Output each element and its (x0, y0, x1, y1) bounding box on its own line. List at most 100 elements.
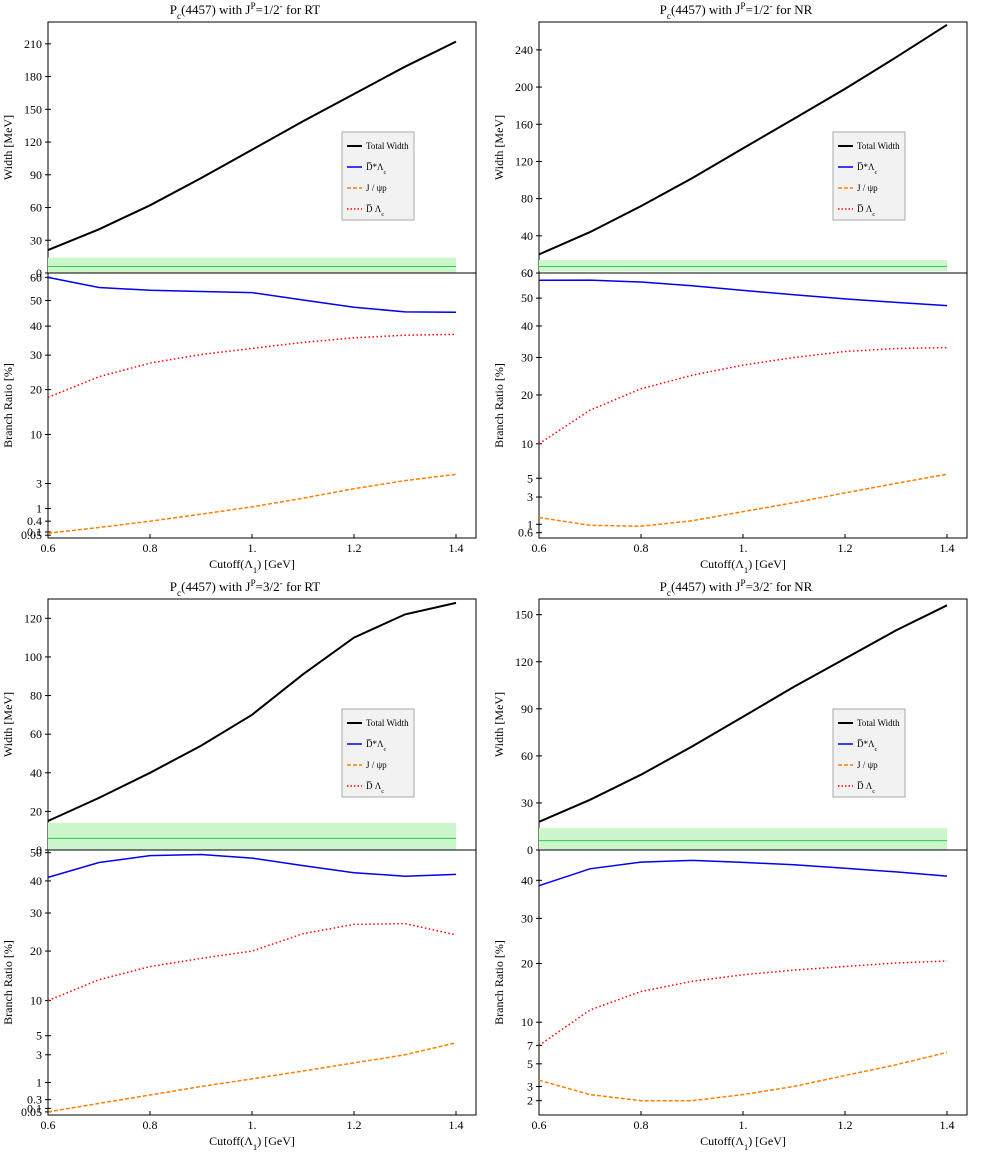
top-ytick-label: 60 (521, 749, 533, 763)
top-ytick-label: 80 (521, 192, 533, 206)
bottom-ytick-label: 5 (527, 1057, 533, 1071)
bottom-ytick-label: 40 (30, 874, 42, 888)
bottom-ytick-label: 60 (521, 266, 533, 280)
bottom-ytick-label: 40 (30, 319, 42, 333)
top-ytick-label: 160 (515, 117, 533, 131)
xtick-label: 1.4 (449, 541, 464, 555)
top-ytick-label: 150 (24, 102, 42, 116)
legend-label: D̅ Λc (857, 781, 875, 795)
xtick-label: 1.2 (838, 1118, 853, 1132)
xtick-label: 1.4 (940, 541, 955, 555)
bottom-ytick-label: 30 (30, 348, 42, 362)
top-ytick-label: 80 (30, 689, 42, 703)
top-ytick-label: 120 (24, 135, 42, 149)
bottom-plot-frame (47, 272, 477, 539)
xtick-label: 0.8 (143, 1118, 158, 1132)
top-ytick-label: 60 (30, 201, 42, 215)
chart-panel-4: Pc(4457) with JP=3/2- for NR 0 30 60 90 120 15… (491, 577, 981, 1153)
top-ytick-label: 180 (24, 70, 42, 84)
legend-label: J / ψp (857, 760, 878, 770)
jpsi-p-line (47, 1042, 457, 1113)
dstar-lambdac-line (538, 279, 948, 307)
bottom-ytick-label: 20 (30, 944, 42, 958)
chart-panel-1: Pc(4457) with JP=1/2- for RT 0 30 60 90 120 15… (0, 0, 490, 576)
top-ytick-label: 0 (36, 843, 42, 857)
legend-label: D̅*Λc (366, 162, 387, 176)
dbar-lambdac-line (538, 346, 948, 445)
top-ytick-label: 150 (515, 608, 533, 622)
experimental-width-band (48, 822, 456, 850)
top-ylabel: Width [MeV] (492, 692, 506, 757)
bottom-ytick-label: 0.05 (21, 528, 42, 542)
top-ylabel: Width [MeV] (1, 692, 15, 757)
experimental-width-band (539, 828, 947, 850)
xtick-label: 1.2 (347, 541, 362, 555)
legend-label: D̅ Λc (366, 204, 384, 218)
xtick-label: 0.8 (634, 541, 649, 555)
legend-label: J / ψp (366, 760, 387, 770)
xtick-label: 0.6 (41, 541, 56, 555)
top-ytick-label: 120 (515, 655, 533, 669)
total-width-line (538, 604, 948, 823)
bottom-ytick-label: 0.3 (27, 1093, 42, 1107)
bottom-ytick-label: 1 (36, 502, 42, 516)
dbar-lambdac-line (47, 922, 457, 1002)
bottom-ytick-label: 0.1 (27, 1101, 42, 1115)
top-ytick-label: 100 (24, 650, 42, 664)
xtick-label: 1.4 (449, 1118, 464, 1132)
top-ytick-label: 120 (515, 154, 533, 168)
x-axis-label: Cutoff(Λ1) [GeV] (209, 1134, 295, 1152)
x-axis-label: Cutoff(Λ1) [GeV] (700, 1134, 786, 1152)
jpsi-p-line (538, 1051, 948, 1102)
top-ytick-label: 30 (30, 233, 42, 247)
xtick-label: 0.8 (634, 1118, 649, 1132)
dbar-lambdac-line (538, 960, 948, 1047)
bottom-ytick-label: 5 (36, 1029, 42, 1043)
chart-title: Pc(4457) with JP=1/2- for RT (170, 2, 321, 22)
legend-label: Total Width (366, 718, 409, 728)
dbar-lambdac-line (47, 333, 457, 399)
top-ytick-label: 90 (521, 702, 533, 716)
total-width-line (47, 601, 457, 822)
jpsi-p-line (47, 473, 457, 534)
total-width-line (538, 23, 948, 256)
xtick-label: 1.2 (838, 541, 853, 555)
bottom-ytick-label: 20 (521, 956, 533, 970)
xtick-label: 1. (739, 1118, 748, 1132)
top-ytick-label: 200 (515, 80, 533, 94)
bottom-ytick-label: 30 (30, 906, 42, 920)
top-ytick-label: 40 (521, 229, 533, 243)
bottom-ytick-label: 20 (30, 383, 42, 397)
bottom-ylabel: Branch Ratio [%] (492, 363, 506, 448)
dstar-lambdac-line (538, 859, 948, 887)
top-ytick-label: 90 (30, 168, 42, 182)
top-ytick-label: 240 (515, 43, 533, 57)
dstar-lambdac-line (47, 853, 457, 879)
top-ytick-label: 30 (521, 796, 533, 810)
bottom-ytick-label: 0.05 (21, 1105, 42, 1119)
xtick-label: 0.6 (41, 1118, 56, 1132)
bottom-ytick-label: 0.4 (27, 514, 42, 528)
legend-label: D̅*Λc (366, 739, 387, 753)
top-ytick-label: 40 (30, 766, 42, 780)
bottom-ytick-label: 5 (527, 471, 533, 485)
bottom-ytick-label: 0.1 (27, 525, 42, 539)
legend-label: J / ψp (857, 183, 878, 193)
bottom-ytick-label: 3 (527, 1079, 533, 1093)
bottom-ytick-label: 40 (521, 873, 533, 887)
bottom-ytick-label: 30 (521, 911, 533, 925)
bottom-ytick-label: 20 (521, 388, 533, 402)
top-ytick-label: 20 (30, 804, 42, 818)
jpsi-p-line (538, 473, 948, 527)
xtick-label: 1. (248, 1118, 257, 1132)
bottom-ytick-label: 0.6 (518, 526, 533, 540)
legend-label: J / ψp (366, 183, 387, 193)
bottom-plot-frame (538, 849, 968, 1116)
experimental-width-band (48, 257, 456, 273)
chart-title: Pc(4457) with JP=3/2- for NR (660, 579, 813, 599)
legend-label: D̅ Λc (366, 781, 384, 795)
bottom-ytick-label: 3 (527, 490, 533, 504)
chart-panel-2: Pc(4457) with JP=1/2- for NR 0 40 80 120 160 2… (491, 0, 981, 576)
bottom-ytick-label: 10 (521, 1015, 533, 1029)
bottom-ytick-label: 10 (30, 994, 42, 1008)
